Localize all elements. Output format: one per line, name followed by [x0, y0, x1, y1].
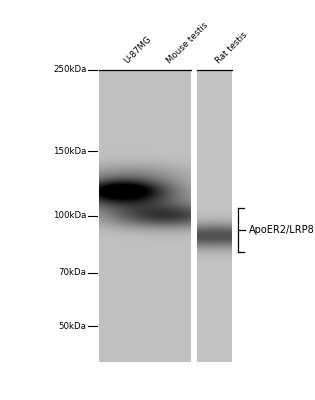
- Text: 70kDa: 70kDa: [59, 268, 87, 277]
- Text: 100kDa: 100kDa: [53, 212, 87, 220]
- Text: U-87MG: U-87MG: [122, 34, 153, 65]
- Text: Rat testis: Rat testis: [214, 30, 249, 65]
- Text: 50kDa: 50kDa: [59, 322, 87, 331]
- Text: 150kDa: 150kDa: [53, 147, 87, 156]
- Bar: [197, 70, 232, 362]
- Text: ApoER2/LRP8: ApoER2/LRP8: [249, 225, 315, 235]
- Bar: [99, 70, 191, 362]
- Text: 250kDa: 250kDa: [53, 66, 87, 74]
- Text: Mouse testis: Mouse testis: [165, 20, 210, 65]
